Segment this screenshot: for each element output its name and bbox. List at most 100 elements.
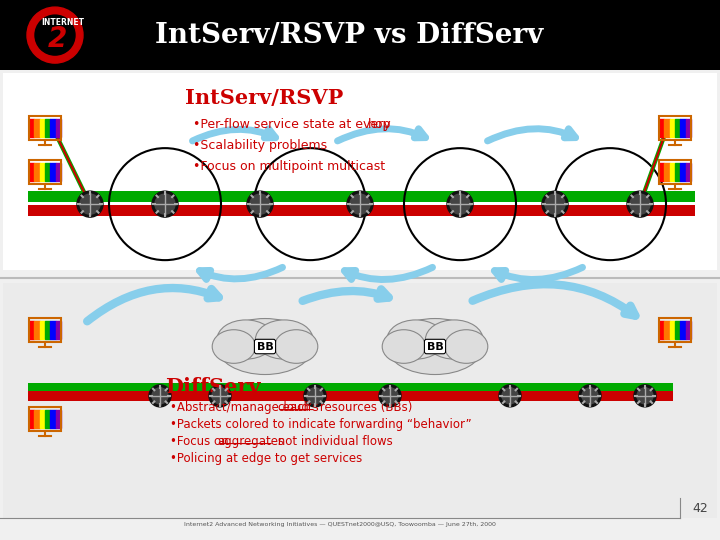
Text: not individual flows: not individual flows xyxy=(274,435,392,448)
Bar xyxy=(675,163,680,181)
Ellipse shape xyxy=(212,330,256,363)
Bar xyxy=(659,321,665,339)
Circle shape xyxy=(347,191,373,217)
Bar xyxy=(659,163,665,181)
Bar xyxy=(675,321,680,339)
Bar xyxy=(670,163,675,181)
Bar xyxy=(55,410,61,428)
Text: BB: BB xyxy=(427,341,444,352)
Bar xyxy=(659,119,665,137)
Bar xyxy=(680,119,685,137)
Circle shape xyxy=(627,191,653,217)
Text: INTERNET: INTERNET xyxy=(41,18,84,26)
Ellipse shape xyxy=(444,330,488,363)
Bar xyxy=(665,119,670,137)
Text: 2: 2 xyxy=(48,25,67,53)
Circle shape xyxy=(27,7,83,63)
Bar xyxy=(45,119,50,137)
Text: •Policing at edge to get services: •Policing at edge to get services xyxy=(170,451,362,464)
Bar xyxy=(28,191,695,202)
Text: •Packets colored to indicate forwarding “behavior”: •Packets colored to indicate forwarding … xyxy=(170,417,472,430)
Circle shape xyxy=(634,385,656,407)
Bar xyxy=(3,283,717,518)
Bar xyxy=(45,163,50,181)
Circle shape xyxy=(450,194,470,214)
Bar xyxy=(29,119,35,137)
Circle shape xyxy=(630,194,650,214)
Circle shape xyxy=(579,385,601,407)
Bar xyxy=(685,321,691,339)
Circle shape xyxy=(155,194,175,214)
Circle shape xyxy=(250,194,270,214)
Ellipse shape xyxy=(256,320,313,359)
Circle shape xyxy=(247,191,273,217)
Text: resources (BBs): resources (BBs) xyxy=(316,401,413,414)
Bar xyxy=(28,391,673,401)
Bar xyxy=(55,321,61,339)
Circle shape xyxy=(499,385,521,407)
Bar xyxy=(0,0,720,70)
Circle shape xyxy=(149,385,171,407)
Circle shape xyxy=(502,388,518,404)
Bar xyxy=(29,163,35,181)
Text: 42: 42 xyxy=(692,503,708,516)
Bar xyxy=(675,119,680,137)
Bar xyxy=(670,119,675,137)
Bar xyxy=(3,73,717,270)
Bar xyxy=(45,321,50,339)
Text: •Scalability problems: •Scalability problems xyxy=(193,139,327,152)
Circle shape xyxy=(80,194,100,214)
Bar xyxy=(45,410,50,428)
Ellipse shape xyxy=(426,320,483,359)
Circle shape xyxy=(35,15,75,55)
Bar xyxy=(680,163,685,181)
Circle shape xyxy=(379,385,401,407)
Bar xyxy=(55,119,61,137)
Text: hop: hop xyxy=(368,118,392,131)
Circle shape xyxy=(545,194,565,214)
Bar xyxy=(29,321,35,339)
Bar xyxy=(670,321,675,339)
Text: •Abstract/manage each: •Abstract/manage each xyxy=(170,401,315,414)
Circle shape xyxy=(304,385,326,407)
Bar xyxy=(50,410,55,428)
Bar xyxy=(35,321,40,339)
Bar xyxy=(680,321,685,339)
Ellipse shape xyxy=(382,330,426,363)
Text: DiffServ: DiffServ xyxy=(165,377,261,397)
Ellipse shape xyxy=(217,319,313,375)
Bar xyxy=(55,163,61,181)
Circle shape xyxy=(447,191,473,217)
Bar xyxy=(665,321,670,339)
Circle shape xyxy=(152,388,168,404)
Circle shape xyxy=(152,191,178,217)
Text: cloud’s: cloud’s xyxy=(277,401,319,414)
Ellipse shape xyxy=(387,320,445,359)
Text: BB: BB xyxy=(256,341,274,352)
Bar xyxy=(35,410,40,428)
Circle shape xyxy=(382,388,398,404)
Bar xyxy=(40,119,45,137)
Bar xyxy=(40,321,45,339)
Text: •Focus on: •Focus on xyxy=(170,435,233,448)
Text: Internet2 Advanced Networking Initiatives — QUESTnet2000@USQ, Toowoomba — June 2: Internet2 Advanced Networking Initiative… xyxy=(184,522,496,527)
Text: aggregates: aggregates xyxy=(217,435,284,448)
Text: IntServ/RSVP: IntServ/RSVP xyxy=(185,88,343,108)
Text: •Focus on multipoint multicast: •Focus on multipoint multicast xyxy=(193,160,385,173)
Bar xyxy=(665,163,670,181)
Circle shape xyxy=(212,388,228,404)
Bar xyxy=(40,163,45,181)
Bar xyxy=(685,163,691,181)
Bar xyxy=(50,321,55,339)
Bar xyxy=(40,410,45,428)
Circle shape xyxy=(350,194,370,214)
Ellipse shape xyxy=(387,319,483,375)
Ellipse shape xyxy=(217,320,274,359)
Bar xyxy=(35,119,40,137)
Bar xyxy=(28,205,695,216)
Circle shape xyxy=(637,388,653,404)
Circle shape xyxy=(209,385,231,407)
Bar xyxy=(35,163,40,181)
Bar xyxy=(28,383,673,391)
Text: •Per-flow service state at every: •Per-flow service state at every xyxy=(193,118,395,131)
